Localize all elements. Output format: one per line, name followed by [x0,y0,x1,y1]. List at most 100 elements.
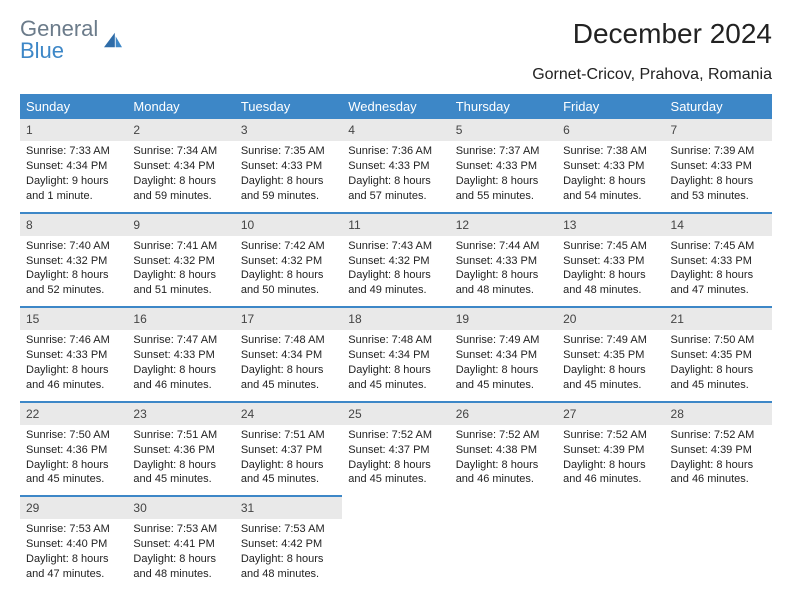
calendar-day-cell: 1Sunrise: 7:33 AMSunset: 4:34 PMDaylight… [20,119,127,213]
sunrise-line: Sunrise: 7:47 AM [133,333,228,348]
sunset-line: Sunset: 4:35 PM [563,348,658,363]
day-number: 22 [20,403,127,425]
sunset-line: Sunset: 4:36 PM [133,443,228,458]
day-details: Sunrise: 7:52 AMSunset: 4:38 PMDaylight:… [450,425,557,495]
weekday-header: Saturday [665,94,772,119]
weekday-header-row: SundayMondayTuesdayWednesdayThursdayFrid… [20,94,772,119]
sunset-line: Sunset: 4:33 PM [241,159,336,174]
daylight-line: Daylight: 8 hours and 48 minutes. [133,552,228,582]
daylight-line: Daylight: 8 hours and 45 minutes. [26,458,121,488]
daylight-line: Daylight: 8 hours and 45 minutes. [563,363,658,393]
day-number: 13 [557,214,664,236]
day-number: 8 [20,214,127,236]
day-number: 14 [665,214,772,236]
day-details: Sunrise: 7:41 AMSunset: 4:32 PMDaylight:… [127,236,234,306]
sunset-line: Sunset: 4:36 PM [26,443,121,458]
weekday-header: Thursday [450,94,557,119]
sunrise-line: Sunrise: 7:53 AM [133,522,228,537]
daylight-line: Daylight: 8 hours and 46 minutes. [133,363,228,393]
day-details: Sunrise: 7:34 AMSunset: 4:34 PMDaylight:… [127,141,234,211]
calendar-day-cell [557,496,664,590]
sunset-line: Sunset: 4:33 PM [563,159,658,174]
daylight-line: Daylight: 8 hours and 45 minutes. [241,363,336,393]
sunrise-line: Sunrise: 7:44 AM [456,239,551,254]
daylight-line: Daylight: 8 hours and 45 minutes. [671,363,766,393]
sunset-line: Sunset: 4:33 PM [456,254,551,269]
sunrise-line: Sunrise: 7:52 AM [456,428,551,443]
day-number: 23 [127,403,234,425]
day-number: 31 [235,497,342,519]
daylight-line: Daylight: 8 hours and 50 minutes. [241,268,336,298]
calendar-day-cell: 16Sunrise: 7:47 AMSunset: 4:33 PMDayligh… [127,307,234,402]
day-details: Sunrise: 7:51 AMSunset: 4:36 PMDaylight:… [127,425,234,495]
weekday-header: Friday [557,94,664,119]
day-number: 2 [127,119,234,141]
daylight-line: Daylight: 8 hours and 46 minutes. [26,363,121,393]
weekday-header: Tuesday [235,94,342,119]
day-number: 4 [342,119,449,141]
day-details: Sunrise: 7:44 AMSunset: 4:33 PMDaylight:… [450,236,557,306]
day-details: Sunrise: 7:45 AMSunset: 4:33 PMDaylight:… [665,236,772,306]
calendar-day-cell: 11Sunrise: 7:43 AMSunset: 4:32 PMDayligh… [342,213,449,308]
day-number: 12 [450,214,557,236]
sunset-line: Sunset: 4:42 PM [241,537,336,552]
sunrise-line: Sunrise: 7:43 AM [348,239,443,254]
day-number: 11 [342,214,449,236]
sunset-line: Sunset: 4:33 PM [26,348,121,363]
weekday-header: Sunday [20,94,127,119]
sunrise-line: Sunrise: 7:40 AM [26,239,121,254]
day-number: 6 [557,119,664,141]
sunrise-line: Sunrise: 7:42 AM [241,239,336,254]
calendar-day-cell: 30Sunrise: 7:53 AMSunset: 4:41 PMDayligh… [127,496,234,590]
calendar-day-cell: 10Sunrise: 7:42 AMSunset: 4:32 PMDayligh… [235,213,342,308]
sunset-line: Sunset: 4:37 PM [348,443,443,458]
day-details: Sunrise: 7:43 AMSunset: 4:32 PMDaylight:… [342,236,449,306]
calendar-day-cell: 15Sunrise: 7:46 AMSunset: 4:33 PMDayligh… [20,307,127,402]
sunrise-line: Sunrise: 7:52 AM [348,428,443,443]
day-number: 10 [235,214,342,236]
day-details: Sunrise: 7:51 AMSunset: 4:37 PMDaylight:… [235,425,342,495]
day-number: 9 [127,214,234,236]
day-details: Sunrise: 7:53 AMSunset: 4:40 PMDaylight:… [20,519,127,589]
day-details: Sunrise: 7:53 AMSunset: 4:42 PMDaylight:… [235,519,342,589]
day-number: 16 [127,308,234,330]
day-number: 1 [20,119,127,141]
sunrise-line: Sunrise: 7:37 AM [456,144,551,159]
sunset-line: Sunset: 4:38 PM [456,443,551,458]
day-number: 24 [235,403,342,425]
daylight-line: Daylight: 8 hours and 52 minutes. [26,268,121,298]
daylight-line: Daylight: 9 hours and 1 minute. [26,174,121,204]
sunrise-line: Sunrise: 7:53 AM [241,522,336,537]
sunrise-line: Sunrise: 7:33 AM [26,144,121,159]
weekday-header: Monday [127,94,234,119]
daylight-line: Daylight: 8 hours and 48 minutes. [563,268,658,298]
calendar-day-cell: 19Sunrise: 7:49 AMSunset: 4:34 PMDayligh… [450,307,557,402]
calendar-day-cell: 8Sunrise: 7:40 AMSunset: 4:32 PMDaylight… [20,213,127,308]
sunset-line: Sunset: 4:33 PM [563,254,658,269]
calendar-day-cell: 28Sunrise: 7:52 AMSunset: 4:39 PMDayligh… [665,402,772,497]
day-details: Sunrise: 7:33 AMSunset: 4:34 PMDaylight:… [20,141,127,211]
day-details: Sunrise: 7:49 AMSunset: 4:34 PMDaylight:… [450,330,557,400]
sunset-line: Sunset: 4:33 PM [348,159,443,174]
sunrise-line: Sunrise: 7:38 AM [563,144,658,159]
calendar-table: SundayMondayTuesdayWednesdayThursdayFrid… [20,94,772,590]
day-number: 15 [20,308,127,330]
sunset-line: Sunset: 4:33 PM [671,254,766,269]
brand-word2: Blue [20,40,98,62]
calendar-week-row: 15Sunrise: 7:46 AMSunset: 4:33 PMDayligh… [20,307,772,402]
day-number: 17 [235,308,342,330]
brand-text: General Blue [20,18,98,62]
sunset-line: Sunset: 4:39 PM [563,443,658,458]
daylight-line: Daylight: 8 hours and 48 minutes. [456,268,551,298]
sunrise-line: Sunrise: 7:35 AM [241,144,336,159]
calendar-day-cell: 2Sunrise: 7:34 AMSunset: 4:34 PMDaylight… [127,119,234,213]
day-details: Sunrise: 7:52 AMSunset: 4:39 PMDaylight:… [557,425,664,495]
day-details: Sunrise: 7:42 AMSunset: 4:32 PMDaylight:… [235,236,342,306]
sunrise-line: Sunrise: 7:51 AM [241,428,336,443]
daylight-line: Daylight: 8 hours and 45 minutes. [456,363,551,393]
day-number: 20 [557,308,664,330]
day-details: Sunrise: 7:46 AMSunset: 4:33 PMDaylight:… [20,330,127,400]
sunset-line: Sunset: 4:34 PM [241,348,336,363]
day-details: Sunrise: 7:50 AMSunset: 4:36 PMDaylight:… [20,425,127,495]
day-number: 5 [450,119,557,141]
